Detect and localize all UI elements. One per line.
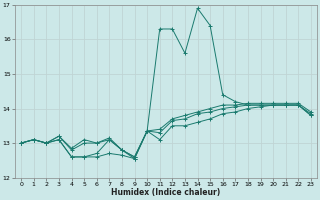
X-axis label: Humidex (Indice chaleur): Humidex (Indice chaleur) [111, 188, 221, 197]
